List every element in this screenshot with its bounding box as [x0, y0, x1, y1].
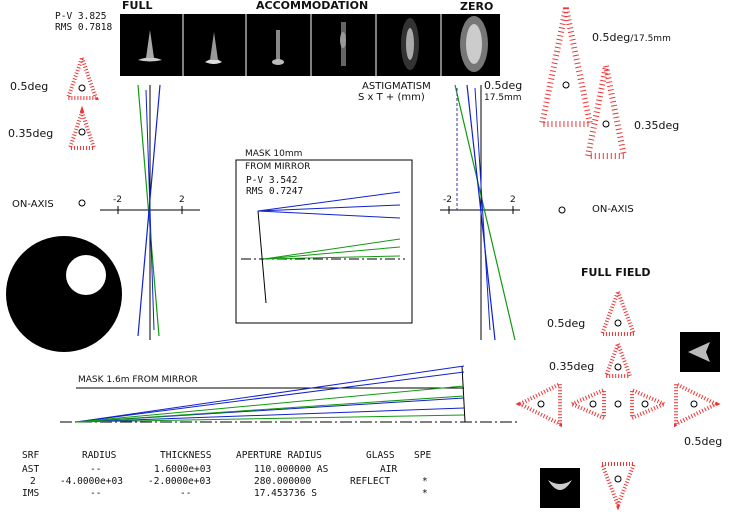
- left-axis-pos: 2: [179, 195, 185, 205]
- astigmatism-curves: [440, 84, 520, 341]
- table-row-2-radius: -4.0000e+03: [60, 476, 123, 487]
- right-field-second: 0.35deg: [634, 119, 680, 132]
- table-header-srf: SRF: [22, 450, 40, 461]
- table-row-2-srf: 2: [30, 476, 36, 487]
- right-spot-onaxis: [558, 206, 566, 214]
- strip-zero-label: ZERO: [460, 0, 494, 13]
- right-spot-second: [584, 65, 628, 159]
- table-row-ims-thickness: --: [180, 488, 192, 499]
- astig-axis-pos: 2: [510, 195, 516, 205]
- table-row-2-aperture: 280.000000: [254, 476, 312, 487]
- left-field-05deg: 0.5deg: [10, 80, 49, 93]
- astig-title: ASTIGMATISM: [362, 81, 431, 92]
- table-header-thickness: THICKNESS: [160, 450, 212, 461]
- table-row-ast-glass: AIR: [380, 464, 398, 475]
- table-row-ast-radius: --: [90, 464, 102, 475]
- left-spot-035deg: [67, 105, 97, 150]
- table-row-ast-aperture: 110.000000 AS: [254, 464, 329, 475]
- astig-field: 0.5deg: [484, 79, 523, 92]
- left-field-curves: [100, 84, 200, 340]
- left-spot-05deg: [65, 51, 99, 100]
- full-field-035deg: 0.35deg: [549, 360, 595, 373]
- top-left-rms: RMS 0.7818: [55, 22, 113, 33]
- table-header-glass: GLASS: [366, 450, 395, 461]
- table-row-ims-spe: *: [422, 488, 428, 499]
- psf-thumb-right: [680, 332, 720, 372]
- mask-box-title2: FROM MIRROR: [245, 162, 311, 172]
- left-axis-neg: -2: [113, 195, 122, 205]
- full-field-05deg: 0.5deg: [547, 317, 586, 330]
- layout-mask-label: MASK 1.6m FROM MIRROR: [78, 375, 198, 385]
- right-field-top: 0.5deg/17.5mm: [592, 31, 671, 44]
- mask-box-title1: MASK 10mm: [245, 149, 303, 159]
- right-spot-top: [538, 7, 594, 127]
- mask-box-pv: P-V 3.542: [246, 175, 298, 186]
- astig-field2: 17.5mm: [484, 93, 522, 103]
- strip-accommodation-label: ACCOMMODATION: [256, 0, 369, 12]
- psf-thumb-bottom: [540, 468, 580, 508]
- table-row-2-glass: REFLECT: [350, 476, 391, 487]
- right-field-onaxis: ON-AXIS: [592, 204, 634, 215]
- strip-full-label: FULL: [122, 0, 153, 12]
- table-row-ims-aperture: 17.453736 S: [254, 488, 317, 499]
- system-layout: [60, 365, 520, 423]
- table-header-aperture: APERTURE RADIUS: [236, 450, 322, 461]
- astig-axis-neg: -2: [443, 195, 452, 205]
- table-row-ast-thickness: 1.6000e+03: [154, 464, 212, 475]
- left-field-onaxis: ON-AXIS: [12, 199, 54, 210]
- table-header-radius: RADIUS: [82, 450, 117, 461]
- mask-box-rms: RMS 0.7247: [246, 186, 304, 197]
- table-row-ims-srf: IMS: [22, 488, 40, 499]
- accommodation-strip: [120, 14, 500, 76]
- pupil-disc: [6, 236, 122, 352]
- astig-subtitle: S x T + (mm): [358, 92, 425, 103]
- full-field-title: FULL FIELD: [581, 266, 651, 279]
- top-left-pv: P-V 3.825: [55, 11, 107, 22]
- left-field-035deg: 0.35deg: [8, 127, 54, 140]
- mask-box: [235, 159, 413, 324]
- table-row-2-spe: *: [422, 476, 428, 487]
- full-field-cluster: [515, 286, 721, 511]
- left-spot-onaxis: [78, 199, 86, 207]
- full-field-05deg-right: 0.5deg: [684, 435, 723, 448]
- table-row-2-thickness: -2.0000e+03: [148, 476, 211, 487]
- table-header-spe: SPE: [414, 450, 432, 461]
- table-row-ims-radius: --: [90, 488, 102, 499]
- table-row-ast-srf: AST: [22, 464, 40, 475]
